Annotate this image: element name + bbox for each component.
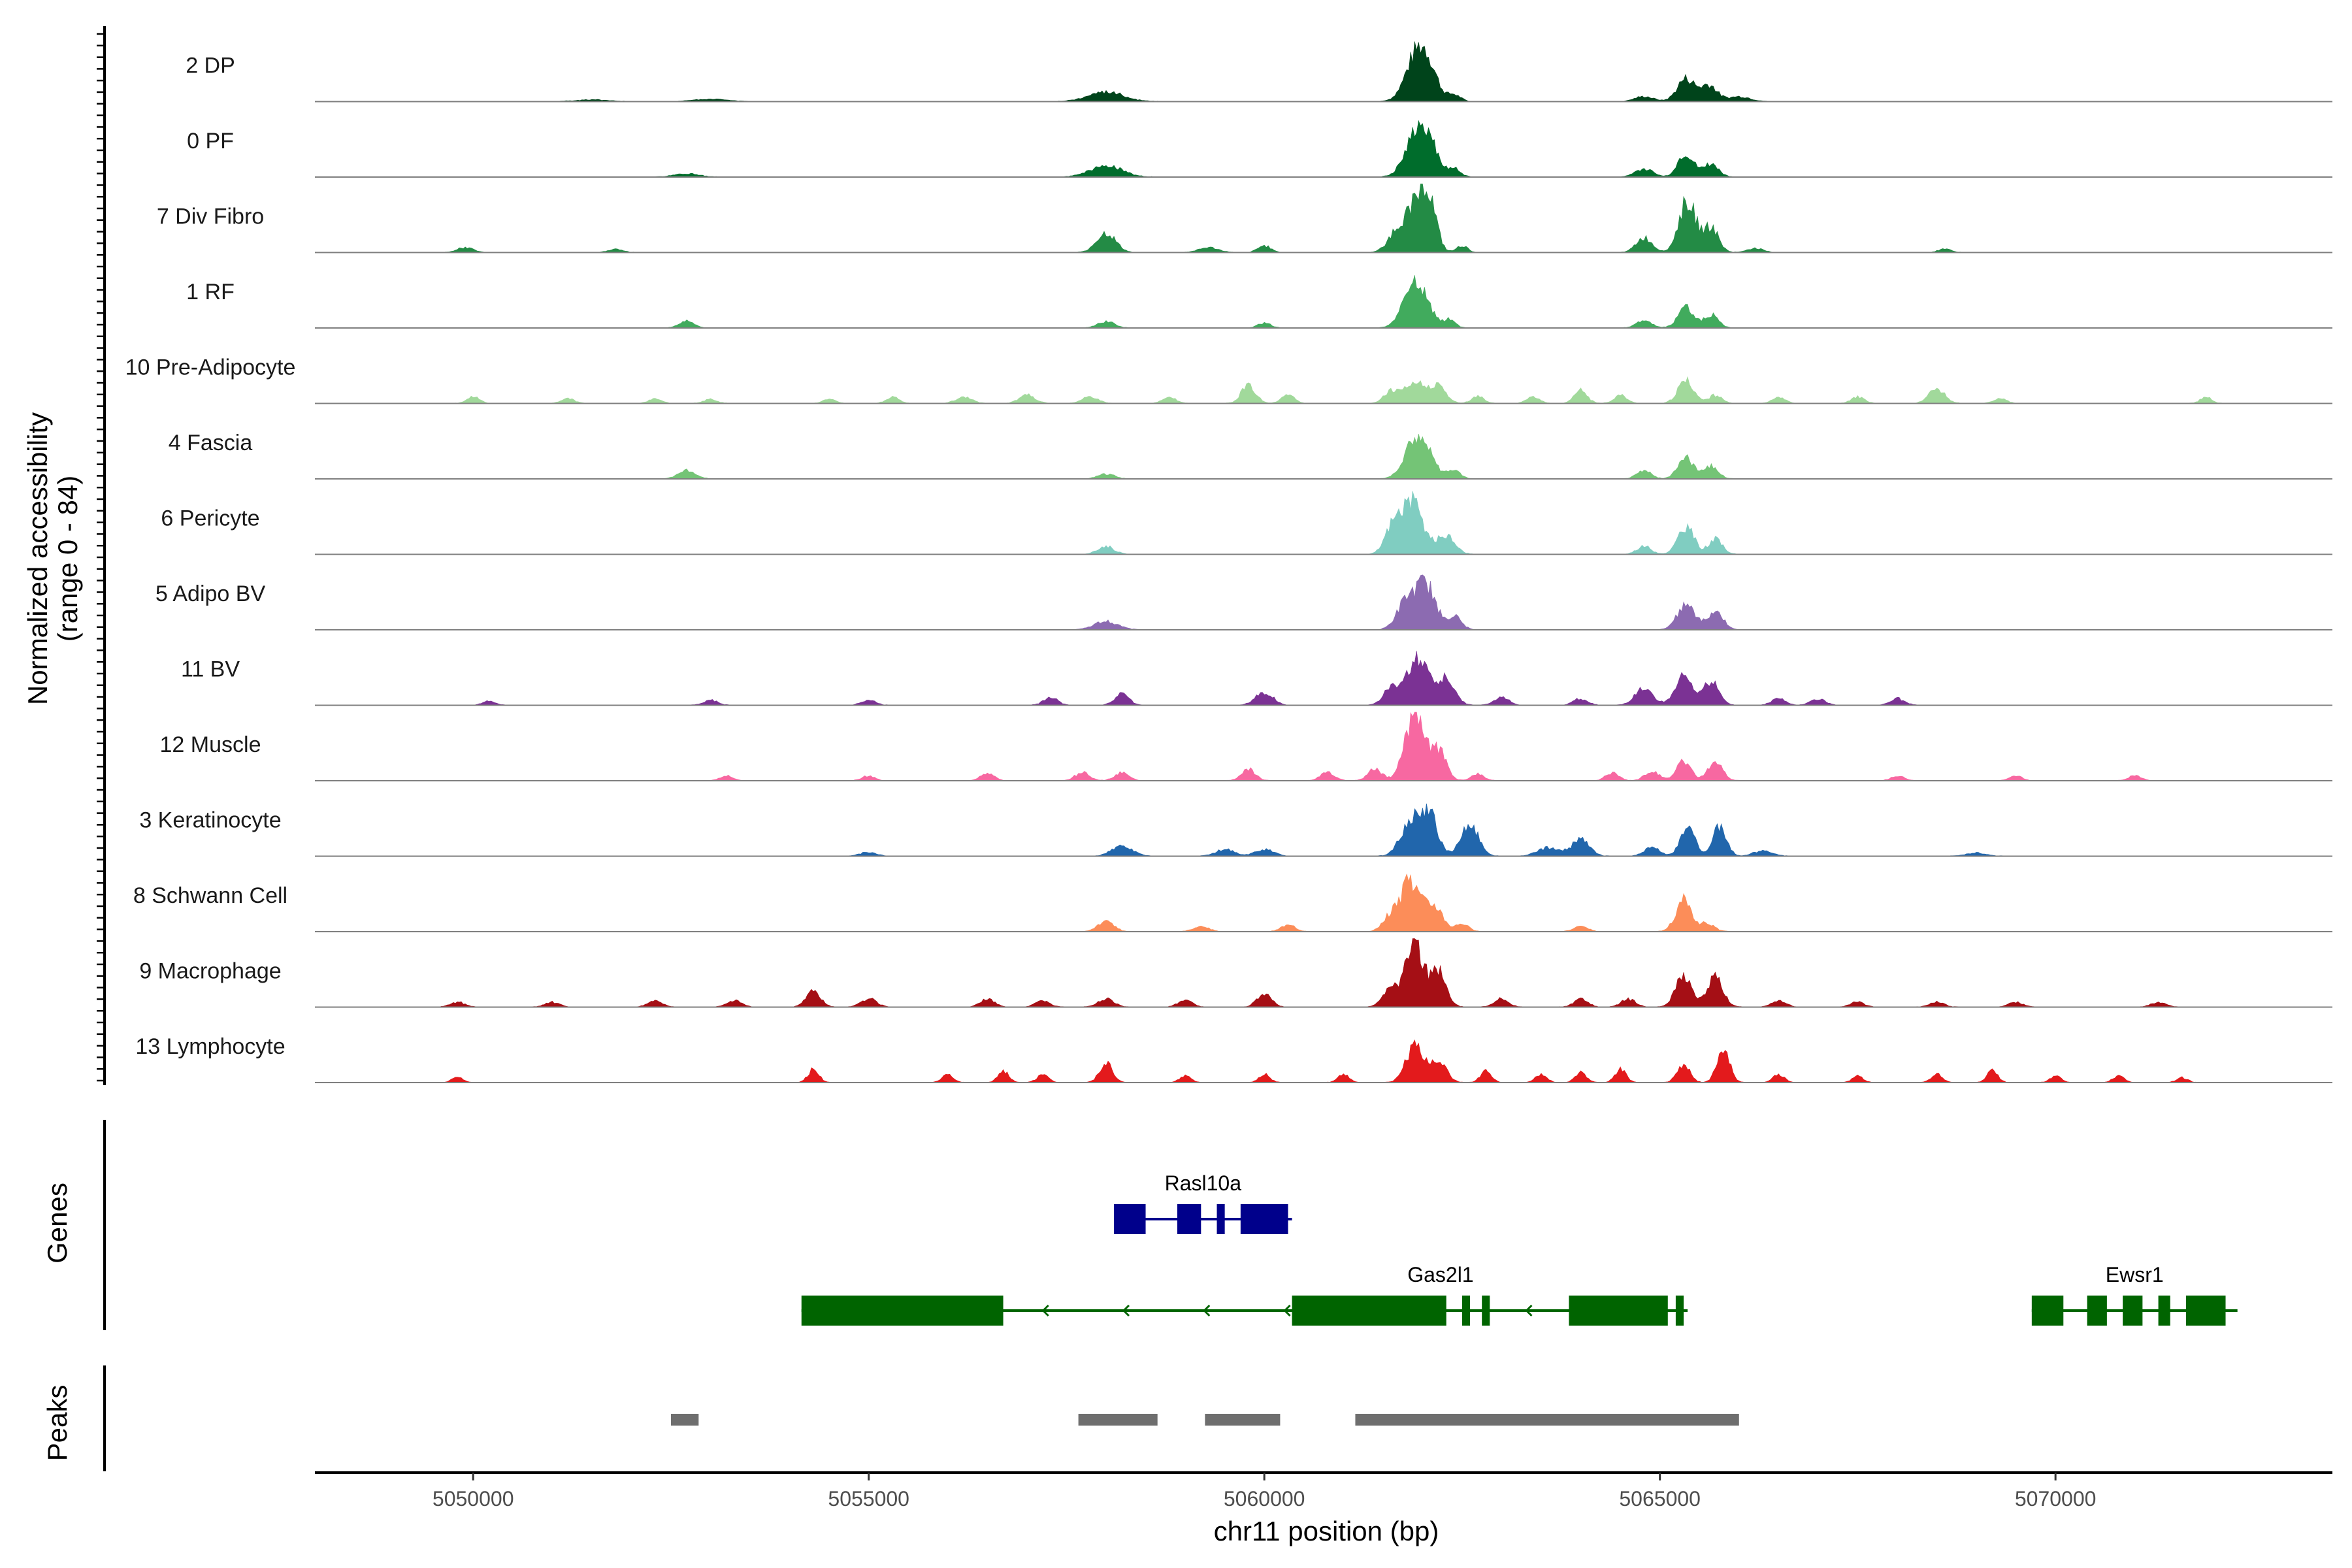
genes-panel-title: Genes xyxy=(42,1183,73,1264)
x-tick-label: 5050000 xyxy=(433,1487,514,1511)
gene-exon xyxy=(1569,1296,1668,1326)
x-tick-label: 5055000 xyxy=(828,1487,909,1511)
coverage-area xyxy=(362,711,2222,781)
strand-arrow xyxy=(1525,1304,1533,1317)
track-label: 4 Fascia xyxy=(169,431,253,455)
gene-exon xyxy=(1482,1296,1490,1326)
gene-label: Ewsr1 xyxy=(2106,1263,2164,1286)
coverage-area xyxy=(362,804,2222,857)
track-label: 13 Lymphocyte xyxy=(135,1034,285,1059)
gene-exon xyxy=(2158,1296,2170,1326)
track-label: 11 BV xyxy=(181,657,240,682)
gene-exon xyxy=(2031,1296,2064,1326)
peaks-panel xyxy=(103,1365,1739,1471)
track-label: 1 RF xyxy=(186,280,235,304)
gene-exon xyxy=(2087,1296,2107,1326)
coverage-area xyxy=(362,491,2222,555)
coverage-area xyxy=(362,376,2222,404)
coverage-area xyxy=(362,873,2222,932)
strand-arrow xyxy=(1041,1304,1049,1317)
strand-arrow xyxy=(1122,1304,1130,1317)
gene-exon xyxy=(1114,1204,1146,1234)
track-label: 10 Pre-Adipocyte xyxy=(125,355,296,380)
gene-exon xyxy=(1177,1204,1201,1234)
coverage-area xyxy=(362,120,2222,178)
gene-exon xyxy=(2123,1296,2143,1326)
gene-exon xyxy=(1462,1296,1471,1326)
gene-label: Rasl10a xyxy=(1165,1171,1242,1195)
x-axis-title: chr11 position (bp) xyxy=(1214,1516,1439,1546)
track-label: 6 Pericyte xyxy=(161,506,259,531)
gene-exon xyxy=(1240,1204,1288,1234)
coverage-tracks: 2 DP 0 PF 7 Div Fibro 1 RF 10 Pre-Adipocyte 4… xyxy=(97,26,2332,1085)
x-axis: 5050000 5055000 5060000 5065000 5070000 xyxy=(315,1471,2332,1511)
peak-region xyxy=(1078,1414,1158,1426)
genes-panel: Rasl10a Gas2l1 Ewsr1 xyxy=(103,1120,2238,1330)
gene-exon xyxy=(1292,1296,1446,1326)
peak-region xyxy=(1205,1414,1281,1426)
peak-region xyxy=(1355,1414,1739,1426)
track-label: 5 Adipo BV xyxy=(155,581,266,606)
track-label: 7 Div Fibro xyxy=(157,204,264,229)
gene-exon xyxy=(1217,1204,1225,1234)
coverage-area xyxy=(362,41,2222,102)
gene-label: Gas2l1 xyxy=(1407,1263,1473,1286)
coverage-area xyxy=(362,275,2222,329)
strand-arrow xyxy=(1203,1304,1211,1317)
y-axis-title-line1: Normalized accessibility xyxy=(22,412,53,705)
coverage-area xyxy=(362,434,2222,480)
x-tick-label: 5065000 xyxy=(1619,1487,1701,1511)
track-label: 9 Macrophage xyxy=(139,959,281,984)
x-tick-label: 5070000 xyxy=(2015,1487,2097,1511)
y-axis-title-line2: (range 0 - 84) xyxy=(52,476,83,642)
coverage-area xyxy=(362,184,2222,253)
track-label: 2 DP xyxy=(186,54,235,78)
strand-arrow xyxy=(1283,1304,1291,1317)
gene-exon xyxy=(2185,1296,2226,1326)
coverage-area xyxy=(362,938,2222,1007)
track-label: 12 Muscle xyxy=(160,732,261,757)
peak-region xyxy=(670,1414,699,1426)
coverage-area xyxy=(362,574,2222,630)
peaks-panel-title: Peaks xyxy=(42,1385,73,1462)
track-label: 0 PF xyxy=(187,129,234,154)
track-label: 3 Keratinocyte xyxy=(139,808,281,833)
coverage-area xyxy=(362,651,2222,706)
gene-exon xyxy=(1675,1296,1684,1326)
x-tick-label: 5060000 xyxy=(1224,1487,1305,1511)
track-label: 8 Schwann Cell xyxy=(133,883,287,908)
coverage-area xyxy=(362,1039,2222,1083)
gene-exon xyxy=(801,1296,1004,1326)
